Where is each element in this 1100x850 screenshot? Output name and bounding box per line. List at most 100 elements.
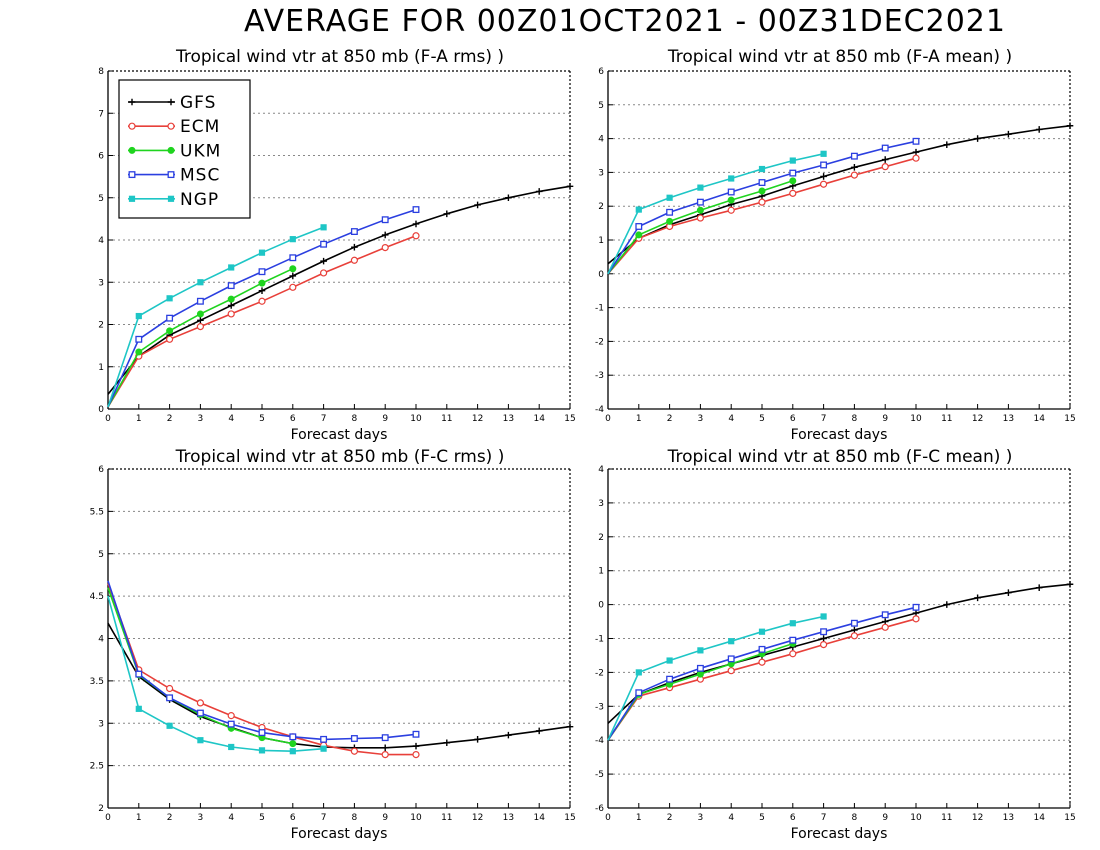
data-point-ecm <box>850 171 859 179</box>
x-tick-label: 8 <box>352 414 358 424</box>
y-tick-label: 6 <box>598 67 604 77</box>
data-point-gfs <box>820 173 827 180</box>
series-line-msc <box>107 580 417 741</box>
x-tick-label: 15 <box>564 813 575 823</box>
y-tick-label: 4 <box>98 635 104 645</box>
series-msc <box>607 603 920 741</box>
y-tick-label: 2 <box>598 533 604 543</box>
x-tick-label: 5 <box>759 414 765 424</box>
data-point-gfs <box>535 727 543 735</box>
data-point-ecm <box>196 323 204 331</box>
series-msc <box>107 206 420 408</box>
data-point-gfs <box>1035 584 1043 591</box>
data-point-gfs <box>381 231 389 239</box>
data-point-msc <box>696 198 704 206</box>
data-point-ngp <box>320 745 327 752</box>
y-tick-label: 4 <box>598 465 604 475</box>
x-tick-label: 0 <box>605 813 611 823</box>
x-tick-label: 13 <box>1003 813 1014 823</box>
series-line-ecm <box>107 235 417 408</box>
x-tick-label: 1 <box>636 414 642 424</box>
data-point-ngp <box>697 184 704 191</box>
data-point-ukm <box>758 187 766 195</box>
y-tick-label: 6 <box>98 465 104 475</box>
data-point-ukm <box>696 206 704 214</box>
x-tick-label: 8 <box>852 813 858 823</box>
x-tick-label: 0 <box>105 813 111 823</box>
data-point-ngp <box>666 194 673 201</box>
y-tick-label: 6 <box>98 152 104 162</box>
legend-marker <box>167 171 175 179</box>
data-point-ukm <box>289 740 297 748</box>
data-point-msc <box>289 733 297 741</box>
y-tick-label: 5.5 <box>90 507 104 517</box>
data-point-ukm <box>789 177 797 185</box>
data-point-ngp <box>758 628 766 635</box>
data-point-ukm <box>258 279 266 287</box>
y-tick-label: 5 <box>598 101 604 111</box>
series-msc <box>107 580 420 743</box>
data-point-ecm <box>412 232 420 240</box>
data-point-msc <box>696 664 704 672</box>
data-point-gfs <box>1005 130 1012 138</box>
data-point-gfs <box>351 243 358 251</box>
data-point-msc <box>881 611 889 619</box>
y-tick-label: 5 <box>98 550 104 560</box>
x-tick-label: 2 <box>667 414 673 424</box>
data-point-gfs <box>443 739 451 747</box>
data-point-ecm <box>258 297 266 305</box>
series-gfs <box>607 580 1074 724</box>
data-point-gfs <box>197 316 204 324</box>
data-point-msc <box>289 254 297 262</box>
data-point-gfs <box>943 601 951 608</box>
x-tick-label: 2 <box>167 813 173 823</box>
x-tick-label: 15 <box>564 414 575 424</box>
data-point-msc <box>727 188 735 196</box>
y-tick-label: 0 <box>598 601 604 611</box>
data-point-ngp <box>289 236 296 243</box>
x-tick-label: 1 <box>136 813 142 823</box>
series-line-ngp <box>107 595 324 753</box>
chart-title: Tropical wind vtr at 850 mb (F-A mean) ) <box>667 47 1012 67</box>
x-tick-label: 1 <box>136 414 142 424</box>
y-tick-label: 3 <box>98 278 104 288</box>
legend-label: NGP <box>180 190 219 210</box>
x-tick-label: 4 <box>728 813 734 823</box>
x-tick-label: 3 <box>698 414 704 424</box>
legend: GFS ECM UKM MSC NGP <box>118 79 251 219</box>
series-line-msc <box>607 606 917 741</box>
x-tick-label: 3 <box>198 813 204 823</box>
data-point-ukm <box>727 196 735 204</box>
data-point-msc <box>666 675 674 683</box>
x-tick-label: 12 <box>972 813 983 823</box>
data-point-msc <box>881 144 889 152</box>
data-point-gfs <box>974 135 981 142</box>
x-tick-label: 10 <box>410 414 422 424</box>
data-point-gfs <box>320 257 327 265</box>
series-line-ngp <box>607 615 824 741</box>
data-point-ecm <box>227 310 235 318</box>
y-tick-label: 3 <box>598 499 604 509</box>
data-point-ngp <box>666 657 673 664</box>
data-point-gfs <box>1005 589 1012 597</box>
data-point-msc <box>350 228 358 235</box>
data-point-msc <box>727 655 735 663</box>
data-point-msc <box>820 628 828 636</box>
x-tick-label: 10 <box>910 813 922 823</box>
x-tick-label: 7 <box>821 813 827 823</box>
data-point-ngp <box>197 737 204 744</box>
series-ngp <box>107 224 327 408</box>
x-tick-label: 14 <box>533 414 545 424</box>
data-point-gfs <box>566 183 574 190</box>
y-tick-label: -6 <box>595 804 604 814</box>
data-point-msc <box>135 670 143 678</box>
chart-title: Tropical wind vtr at 850 mb (F-C mean) ) <box>667 447 1013 467</box>
x-tick-label: 12 <box>972 414 983 424</box>
data-point-gfs <box>289 272 297 280</box>
data-point-ecm <box>196 699 204 707</box>
x-tick-label: 15 <box>1064 813 1075 823</box>
series-ngp <box>607 613 827 741</box>
series-gfs <box>107 622 574 752</box>
data-point-gfs <box>474 201 481 209</box>
legend-item-gfs: GFS <box>128 93 215 113</box>
